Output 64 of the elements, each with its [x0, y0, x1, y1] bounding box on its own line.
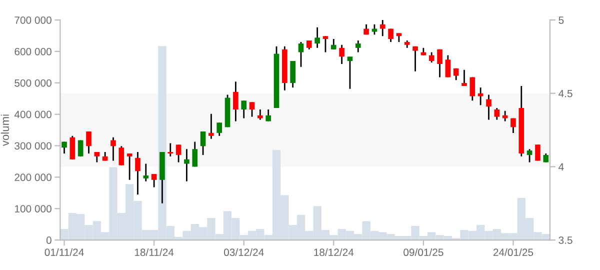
- y2-tick-label: 5: [558, 16, 564, 24]
- candlestick: [258, 108, 263, 120]
- candlestick: [535, 144, 540, 162]
- candlestick: [192, 141, 198, 168]
- candlestick: [208, 113, 214, 140]
- candlestick: [78, 140, 84, 158]
- candlestick: [241, 100, 246, 119]
- candlestick: [437, 48, 442, 78]
- candlestick: [176, 144, 182, 163]
- candlestick: [126, 152, 132, 181]
- y-tick-label: 100 000: [14, 205, 52, 212]
- candlestick: [470, 76, 476, 102]
- candlestick: [330, 38, 336, 50]
- x-tick-label: 01/11/24: [44, 248, 84, 256]
- x-tick-label: 24/01/25: [493, 248, 534, 256]
- candlestick: [168, 142, 174, 158]
- candlestick: [62, 141, 67, 154]
- y2-tick-label: 4: [558, 163, 564, 170]
- y-tick-label: 600 000: [14, 48, 52, 56]
- candlestick: [380, 20, 386, 37]
- candlestick: [322, 35, 328, 53]
- candlestick: [445, 54, 451, 78]
- candlestick: [135, 151, 140, 196]
- candlestick: [110, 136, 116, 162]
- candlestick: [339, 44, 344, 65]
- y2-tick-label: 3.5: [558, 236, 572, 244]
- x-tick-label: 09/01/25: [404, 248, 444, 256]
- x-tick-label: 18/11/24: [134, 248, 174, 256]
- candlestick: [494, 107, 500, 120]
- candlestick: [143, 163, 149, 182]
- y-tick-label: 400 000: [14, 110, 52, 118]
- candlestick: [200, 130, 206, 156]
- candlestick: [388, 28, 394, 43]
- candlestick: [216, 122, 222, 137]
- y-tick-label: 500 000: [14, 79, 52, 87]
- y-tick-label: 300 000: [14, 142, 52, 150]
- candlestick: [184, 148, 190, 182]
- y-tick-label: 700 000: [14, 16, 52, 24]
- candlestick: [70, 135, 76, 160]
- candlestick: [428, 52, 434, 64]
- candlestick: [526, 148, 532, 163]
- candlestick: [151, 173, 157, 188]
- candlestick: [233, 80, 238, 122]
- candlestick: [86, 130, 92, 154]
- candlestick: [510, 118, 516, 134]
- y-tick-label: 0: [46, 236, 52, 244]
- candlestick: [462, 69, 467, 87]
- candlestick: [486, 94, 492, 120]
- candlestick: [118, 145, 124, 166]
- candlestick: [355, 40, 361, 53]
- candlestick: [347, 56, 353, 90]
- candlestick: [502, 110, 508, 122]
- x-tick-label: 18/12/24: [314, 248, 354, 256]
- x-tick-label: 03/12/24: [224, 248, 264, 256]
- candlestick: [314, 26, 320, 49]
- y-axis-title: volumi: [0, 114, 10, 146]
- candlestick: [94, 151, 100, 163]
- candlestick: [412, 46, 418, 72]
- candlestick: [290, 60, 296, 88]
- candlestick: [249, 101, 255, 118]
- y-tick-label: 200 000: [14, 174, 52, 182]
- y2-tick-label: 4.5: [558, 90, 572, 98]
- candlestick: [478, 86, 484, 106]
- candlestick: [298, 41, 304, 68]
